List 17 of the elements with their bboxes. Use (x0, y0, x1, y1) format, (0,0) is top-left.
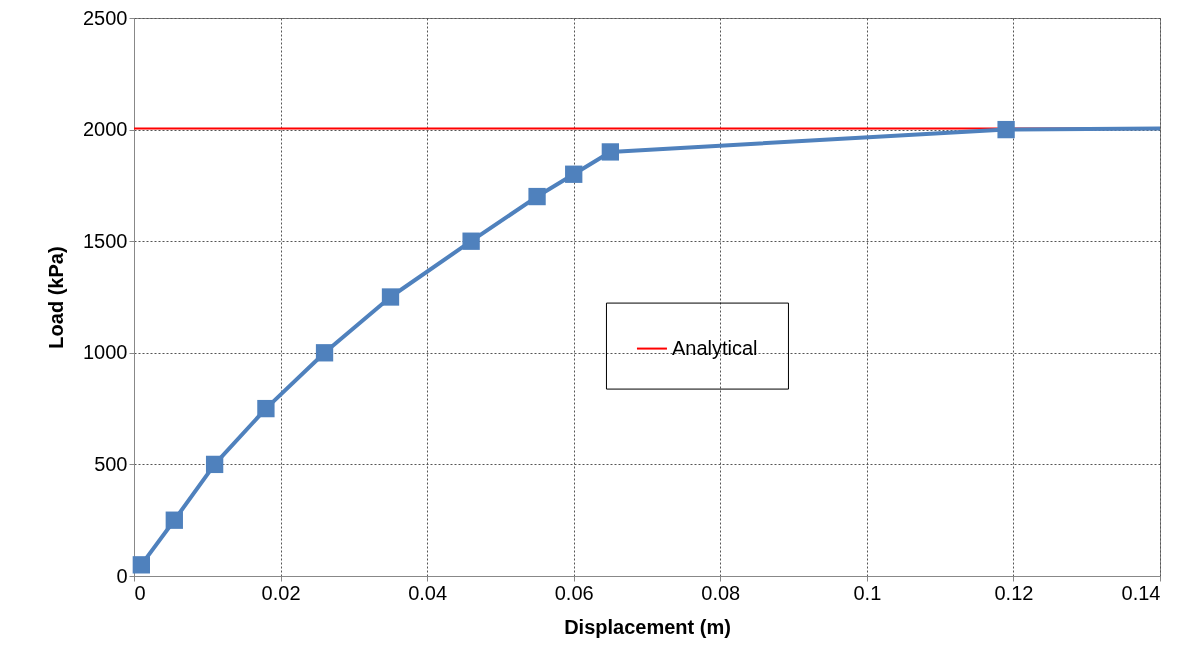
x-tick-label: 0.12 (994, 581, 1034, 604)
x-tick-label: 0.1 (853, 581, 882, 604)
x-tick-label: 0.08 (701, 581, 741, 604)
y-tick-label: 2500 (83, 6, 128, 29)
y-tick-label: 2000 (83, 118, 128, 141)
y-axis-title: Load (kPa) (45, 246, 68, 349)
x-tick-label: 0.06 (554, 581, 594, 604)
legend-label: Analytical (671, 336, 758, 359)
x-tick-label: 0.02 (261, 581, 301, 604)
x-axis-title: Displacement (m) (564, 615, 731, 638)
y-tick-label: 0 (116, 564, 128, 587)
x-tick-label: 0 (134, 581, 146, 604)
x-tick-label: 0.04 (408, 581, 448, 604)
y-tick-label: 500 (94, 452, 128, 475)
x-tick-label: 0.14 (1121, 581, 1161, 604)
y-tick-label: 1500 (83, 229, 128, 252)
y-tick-label: 1000 (83, 341, 128, 364)
